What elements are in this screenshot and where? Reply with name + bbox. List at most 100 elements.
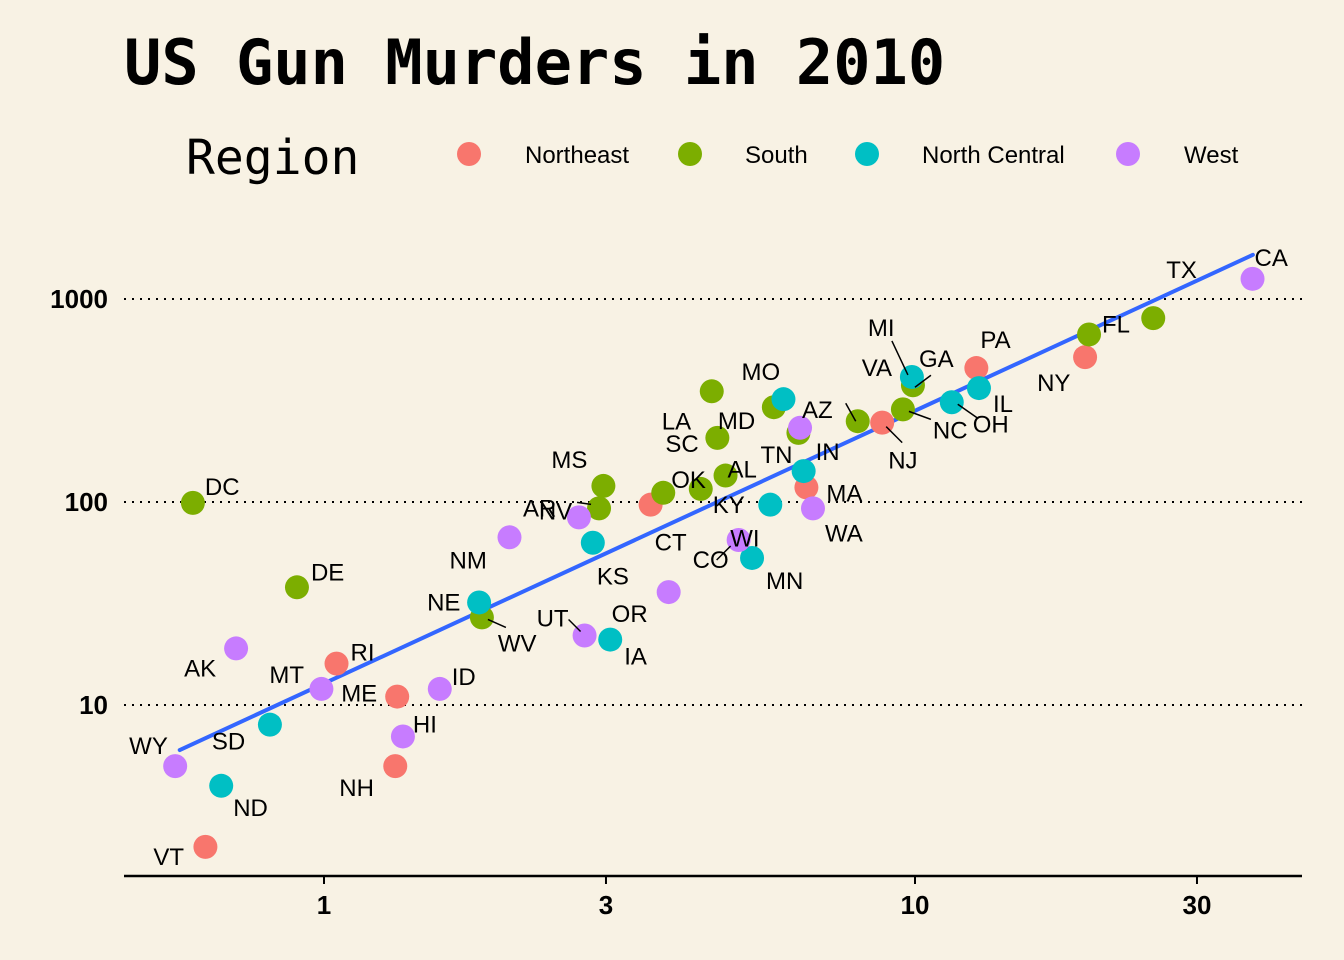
point-vt-northeast [193,834,218,859]
point-ak-west [224,636,249,661]
point-nv-west [566,505,591,530]
point-nd-north-central [209,773,234,798]
x-tick-label-10: 10 [901,890,930,920]
state-label-il: IL [993,391,1013,418]
state-label-co: CO [693,547,729,574]
state-label-al: AL [728,457,757,484]
point-ia-north-central [598,627,623,652]
legend-title: Region [186,130,359,186]
x-tick-label-3: 3 [599,890,613,920]
point-la-south [699,379,724,404]
point-nm-west [497,525,522,550]
state-label-mn: MN [766,568,803,595]
point-wi-north-central [758,492,783,517]
point-ms-south [591,473,616,498]
state-label-tx: TX [1166,257,1197,284]
point-de-south [284,575,309,600]
state-label-wy: WY [129,733,168,760]
point-sd-north-central [257,712,282,737]
point-az-west [788,415,813,440]
leader-line-co [716,545,732,561]
chart-title: US Gun Murders in 2010 [124,26,945,99]
leader-line-ut [568,618,582,633]
point-nc-south [890,397,915,422]
state-label-tn: TN [760,442,792,469]
point-pa-northeast [964,356,989,381]
leader-line-va [845,402,857,422]
point-ok-south [651,480,676,505]
state-label-ar: AR [523,495,556,522]
point-nh-northeast [383,754,408,779]
state-label-mi: MI [868,315,895,342]
y-tick-label-10: 10 [79,690,108,720]
point-il-north-central [966,376,991,401]
point-in-north-central [791,459,816,484]
leader-line-nc [908,410,932,421]
legend-swatch-northeast [457,142,481,166]
point-va-south [845,409,870,434]
leader-line-mi [891,340,909,376]
y-tick-label-100: 100 [65,487,108,517]
legend-label-west: West [1184,142,1239,169]
y-axis: 10 100 1000 [50,284,108,720]
leader-line-ar [576,501,592,506]
point-ar-south [587,496,612,521]
state-label-mt: MT [269,662,304,689]
state-label-in: IN [816,439,840,466]
state-label-ms: MS [551,447,587,474]
trend-line-group [177,252,1255,753]
state-label-hi: HI [413,711,437,738]
state-label-md: MD [718,408,755,435]
point-ky-south [688,476,713,501]
point-wy-west [163,754,188,779]
state-label-de: DE [311,559,344,586]
state-label-nj: NJ [888,448,917,475]
state-label-pa: PA [980,327,1010,354]
point-dc-south [180,490,205,515]
leader-line-nj [885,426,903,444]
state-label-ca: CA [1255,245,1288,272]
point-co-west [726,527,751,552]
leader-line-oh [957,403,979,419]
state-label-ak: AK [184,655,216,682]
point-sc-south [705,425,730,450]
state-label-ma: MA [826,480,862,507]
point-oh-north-central [939,390,964,415]
state-label-wi: WI [730,526,759,553]
point-me-northeast [385,684,410,709]
legend: Region Northeast South North Central West [186,130,1239,186]
state-label-ct: CT [655,530,687,557]
point-mo-north-central [771,387,796,412]
state-label-nc: NC [933,417,968,444]
state-label-nd: ND [233,795,268,822]
x-tick-label-30: 30 [1183,890,1212,920]
legend-swatch-south [678,142,702,166]
legend-label-south: South [745,142,808,169]
state-label-ri: RI [351,640,375,667]
point-wa-west [800,496,825,521]
state-label-ky: KY [713,492,745,519]
leader-line-ga [914,374,932,388]
state-label-va: VA [862,355,892,382]
state-label-sd: SD [212,729,245,756]
state-label-la: LA [662,408,691,435]
legend-swatch-west [1116,142,1140,166]
state-label-ut: UT [537,605,569,632]
x-tick-label-1: 1 [317,890,331,920]
state-label-wa: WA [825,520,863,547]
state-label-wv: WV [498,630,537,657]
point-or-west [656,580,681,605]
state-label-nv: NV [539,498,572,525]
state-label-id: ID [452,664,476,691]
point-mn-north-central [740,545,765,570]
leader-line-wv [487,618,507,629]
state-label-or: OR [612,601,648,628]
point-tx-south [1141,306,1166,331]
state-label-nm: NM [449,547,486,574]
point-fl-south [1077,322,1102,347]
state-label-ok: OK [671,467,706,494]
state-label-vt: VT [153,844,184,871]
state-label-nh: NH [339,775,374,802]
point-mt-west [309,676,334,701]
